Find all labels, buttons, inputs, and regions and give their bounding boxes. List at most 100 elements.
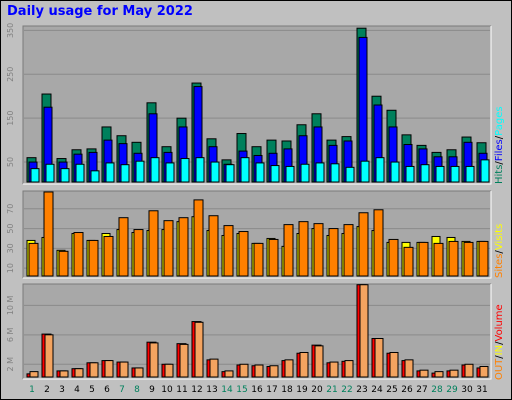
out-bar (329, 361, 339, 378)
chart-title: Daily usage for May 2022 (7, 4, 193, 19)
day-label-8: 8 (134, 385, 140, 395)
legend-sites-visits-part: Sites (494, 254, 505, 278)
out-bar (59, 370, 69, 378)
sites-bar (58, 250, 69, 277)
pages-bar (255, 162, 265, 183)
out-bar (104, 360, 114, 378)
pages-bar (360, 160, 370, 183)
day-label-4: 4 (74, 385, 80, 395)
legend-volume-part: Volume (494, 304, 505, 341)
day-label-15: 15 (236, 385, 247, 395)
ytick-label: 150 (6, 111, 15, 126)
ytick-label: 10 (6, 263, 15, 273)
plot-panel-2-light-edge (23, 191, 492, 279)
out-bar (149, 342, 159, 378)
day-label-7: 7 (119, 385, 125, 395)
sites-bar (388, 238, 399, 277)
sites-bar (223, 225, 234, 277)
day-label-11: 11 (176, 385, 187, 395)
day-label-28: 28 (431, 385, 443, 395)
plot-panel-3-light-edge (23, 284, 492, 380)
day-label-13: 13 (206, 385, 217, 395)
day-label-16: 16 (251, 385, 263, 395)
pages-bar (390, 161, 400, 183)
legend-volume-part: / (494, 341, 505, 345)
out-bar (449, 369, 459, 378)
ytick-label: 50 (6, 223, 15, 233)
legend-volume-part: IN (494, 345, 505, 355)
sites-bar (43, 191, 54, 277)
pages-bar (105, 162, 115, 183)
out-bar (374, 337, 384, 378)
day-label-27: 27 (416, 385, 427, 395)
sites-bar (238, 231, 249, 277)
plot-panel-3-shadow-edge (22, 283, 491, 379)
out-bar (239, 363, 249, 378)
files-bar (358, 36, 368, 183)
pages-bar (465, 165, 475, 183)
sites-bar (118, 217, 129, 277)
out-bar (179, 343, 189, 378)
sites-bar (463, 241, 474, 277)
pages-bar (330, 163, 340, 183)
sites-bar (133, 229, 144, 277)
out-bar (209, 358, 219, 378)
legend-hits-files-pages-part: / (494, 135, 505, 139)
pages-bar (315, 162, 325, 183)
pages-bar (480, 159, 490, 183)
out-bar (74, 368, 84, 378)
out-bar (29, 371, 39, 378)
day-label-29: 29 (446, 385, 458, 395)
day-label-31: 31 (476, 385, 487, 395)
day-label-21: 21 (326, 385, 337, 395)
sites-bar (163, 220, 174, 277)
pages-bar (345, 166, 355, 183)
plot-panel-1-light-edge (23, 26, 492, 185)
pages-bar (135, 160, 145, 183)
legend-hits-files-pages: Hits/Files/Pages (494, 106, 505, 184)
ytick-label: 6 M (6, 327, 15, 342)
pages-bar (420, 164, 430, 183)
day-label-14: 14 (221, 385, 233, 395)
sites-bar (208, 215, 219, 277)
sites-bar (88, 239, 99, 277)
sites-bar (28, 242, 39, 277)
plot-panel-2-shadow-edge (22, 190, 491, 278)
out-bar (389, 351, 399, 378)
legend-hits-files-pages-part: Files (494, 139, 505, 161)
sites-bar (358, 212, 369, 277)
pages-bar (300, 163, 310, 183)
legend-sites-visits-part: Visits (494, 224, 505, 251)
out-bar (269, 365, 279, 378)
pages-bar (210, 161, 220, 183)
day-label-30: 30 (461, 385, 473, 395)
sites-bar (418, 241, 429, 277)
pages-bar (90, 170, 100, 183)
out-bar (434, 371, 444, 378)
day-label-1: 1 (29, 385, 35, 395)
sites-bar (328, 228, 339, 277)
legend-sites-visits: Sites/Visits (494, 224, 505, 278)
out-bar (254, 364, 264, 378)
pages-bar (30, 168, 40, 183)
out-bar (299, 351, 309, 378)
legend-volume-part: OUT (494, 358, 505, 380)
out-bar (44, 334, 54, 378)
day-label-17: 17 (266, 385, 277, 395)
legend-sites-visits-part: / (494, 250, 505, 254)
day-label-26: 26 (401, 385, 413, 395)
ytick-label: 10 M (6, 295, 15, 315)
out-bar (404, 359, 414, 378)
out-bar (134, 367, 144, 378)
sites-bar (313, 223, 324, 277)
day-label-24: 24 (371, 385, 383, 395)
sites-bar (193, 199, 204, 277)
day-label-9: 9 (149, 385, 155, 395)
pages-bar (180, 158, 190, 183)
plot-panel-1-shadow-edge (22, 25, 491, 184)
sites-bar (148, 210, 159, 277)
day-label-22: 22 (341, 385, 352, 395)
out-bar (359, 284, 369, 378)
sites-bar (433, 242, 444, 277)
